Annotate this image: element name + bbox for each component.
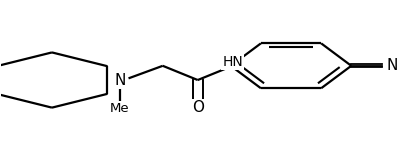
Text: O: O xyxy=(192,100,204,115)
Text: Me: Me xyxy=(110,102,130,115)
Text: N: N xyxy=(114,72,126,88)
Text: N: N xyxy=(386,58,398,73)
Text: HN: HN xyxy=(222,55,243,69)
